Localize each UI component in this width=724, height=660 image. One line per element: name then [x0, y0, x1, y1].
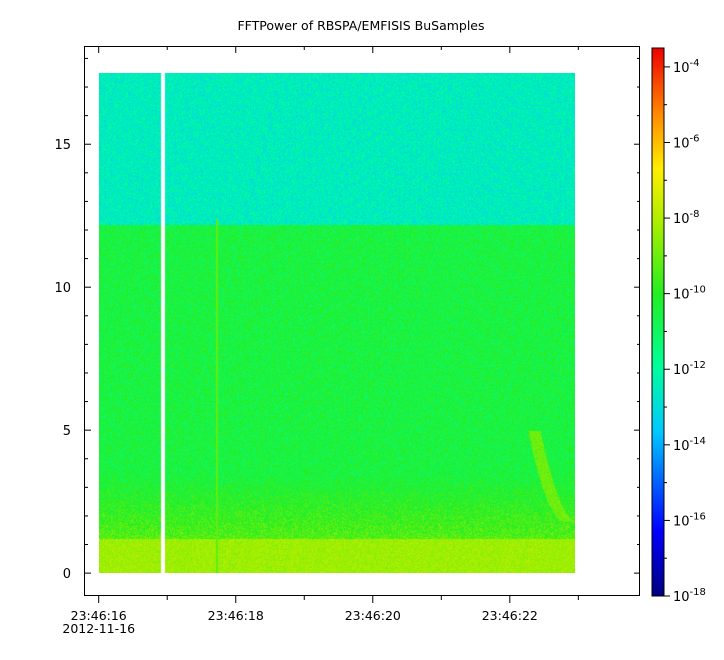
colorbar-tick-label: 10-6 [673, 133, 700, 151]
colorbar-tick-label: 10-8 [673, 209, 700, 227]
colorbar-tick-label: 10-16 [673, 511, 706, 529]
x-tick-label: 23:46:18 [208, 608, 264, 623]
x-tick-label: 23:46:22 [482, 608, 538, 623]
colorbar-axis: 10-4 10-6 10-8 10-10 10-12 10-14 10-16 10-18 [664, 58, 706, 605]
x-date-label: 2012-11-16 [62, 621, 135, 636]
colorbar [651, 47, 665, 597]
plot-frame [84, 46, 640, 596]
x-tick-label: 23:46:20 [345, 608, 401, 623]
y-tick-label: 0 [63, 567, 71, 582]
spectrogram-image [99, 73, 575, 573]
plot-area [99, 73, 575, 573]
colorbar-tick-label: 10-4 [673, 58, 700, 76]
colorbar-tick-label: 10-10 [673, 285, 706, 303]
colorbar-tick-label: 10-12 [673, 360, 706, 378]
colorbar-tick-label: 10-14 [673, 436, 706, 454]
y-tick-label: 10 [54, 281, 71, 296]
y-tick-label: 5 [63, 424, 71, 439]
x-tick-label: 23:46:16 [71, 608, 127, 623]
y-tick-label: 15 [54, 138, 71, 153]
chart-title: FFTPower of RBSPA/EMFISIS BuSamples [237, 18, 484, 33]
colorbar-tick-label: 10-18 [673, 587, 706, 605]
